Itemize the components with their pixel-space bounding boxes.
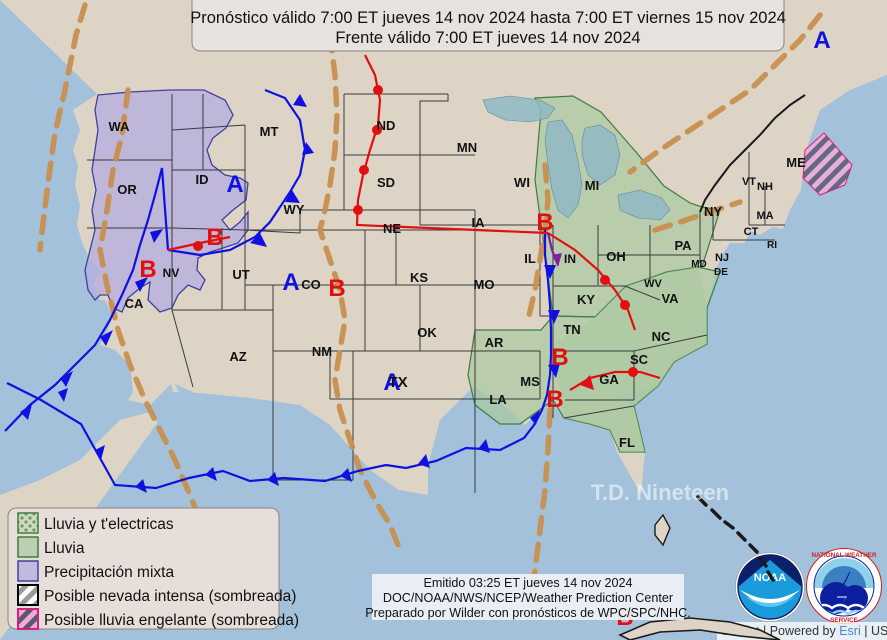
svg-text:A: A (813, 27, 830, 54)
svg-text:IL: IL (524, 251, 536, 266)
svg-text:B: B (546, 386, 563, 413)
svg-text:Preparado por Wilder con pronó: Preparado por Wilder con pronósticos de … (365, 606, 690, 620)
svg-text:FL: FL (619, 435, 635, 450)
svg-text:MS: MS (520, 374, 540, 389)
svg-text:SD: SD (377, 175, 395, 190)
svg-text:GA: GA (599, 372, 619, 387)
svg-text:B: B (206, 224, 223, 251)
svg-text:B: B (551, 344, 568, 371)
svg-text:AZ: AZ (229, 349, 246, 364)
svg-text:AR: AR (485, 335, 504, 350)
svg-text:RI: RI (767, 240, 777, 251)
svg-text:MO: MO (474, 277, 495, 292)
svg-text:VA: VA (661, 291, 679, 306)
svg-text:ME: ME (786, 155, 806, 170)
svg-text:ID: ID (196, 172, 209, 187)
svg-text:WV: WV (644, 278, 662, 290)
svg-text:NH: NH (757, 181, 773, 193)
svg-text:Pronóstico válido 7:00 ET juev: Pronóstico válido 7:00 ET jueves 14 nov … (190, 9, 786, 27)
svg-text:MA: MA (756, 210, 773, 222)
svg-text:CO: CO (301, 277, 321, 292)
svg-text:NJ: NJ (715, 252, 729, 264)
svg-text:WY: WY (284, 202, 305, 217)
svg-text:B: B (139, 256, 156, 283)
svg-text:Posible nevada intensa (sombre: Posible nevada intensa (sombreada) (44, 588, 296, 605)
svg-text:OH: OH (606, 249, 626, 264)
svg-text:IN: IN (564, 252, 576, 266)
svg-text:CA: CA (125, 296, 144, 311)
svg-text:Lluvia y t'electricas: Lluvia y t'electricas (44, 516, 174, 533)
svg-text:SC: SC (630, 352, 649, 367)
svg-text:Frente válido 7:00 ET jueves 1: Frente válido 7:00 ET jueves 14 nov 2024 (335, 29, 640, 47)
svg-text:DOC/NOAA/NWS/NCEP/Weather Pred: DOC/NOAA/NWS/NCEP/Weather Prediction Cen… (383, 591, 673, 605)
svg-text:WI: WI (514, 175, 530, 190)
svg-text:TN: TN (563, 322, 580, 337)
svg-text:WA: WA (109, 119, 131, 134)
svg-text:NM: NM (312, 344, 332, 359)
svg-text:IA: IA (472, 215, 486, 230)
svg-text:VT: VT (742, 176, 756, 188)
svg-text:MD: MD (691, 259, 707, 270)
svg-text:UT: UT (232, 267, 249, 282)
svg-text:NY: NY (704, 204, 722, 219)
svg-text:T.D. Nineteen: T.D. Nineteen (591, 480, 729, 505)
svg-text:KY: KY (577, 292, 595, 307)
svg-text:NATIONAL WEATHER: NATIONAL WEATHER (811, 552, 877, 559)
svg-text:Emitido 03:25 ET jueves 14 nov: Emitido 03:25 ET jueves 14 nov 2024 (423, 576, 632, 590)
svg-text:B: B (328, 275, 345, 302)
svg-text:TX: TX (388, 374, 407, 391)
svg-text:A: A (282, 269, 299, 296)
svg-text:NC: NC (652, 329, 671, 344)
svg-text:A: A (226, 171, 243, 198)
svg-text:Precipitación mixta: Precipitación mixta (44, 564, 174, 581)
svg-text:LA: LA (489, 392, 507, 407)
svg-text:NE: NE (383, 221, 401, 236)
svg-text:ND: ND (377, 118, 396, 133)
svg-text:MI: MI (585, 178, 599, 193)
svg-text:Lluvia: Lluvia (44, 540, 85, 557)
svg-text:MT: MT (260, 124, 279, 139)
svg-text:KS: KS (410, 270, 428, 285)
svg-text:NV: NV (163, 266, 180, 280)
svg-text:Posible lluvia engelante (somb: Posible lluvia engelante (sombreada) (44, 612, 299, 629)
svg-text:MN: MN (457, 140, 477, 155)
svg-text:B: B (536, 209, 553, 236)
svg-text:OK: OK (417, 325, 437, 340)
svg-text:DE: DE (714, 267, 728, 278)
svg-text:PA: PA (674, 238, 692, 253)
svg-text:CT: CT (744, 226, 759, 238)
svg-text:OR: OR (117, 182, 137, 197)
